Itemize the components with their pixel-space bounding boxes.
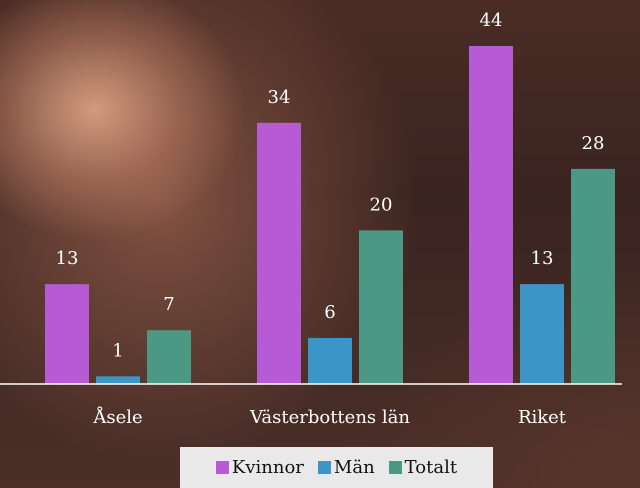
bar bbox=[469, 46, 513, 384]
legend-swatch bbox=[317, 461, 331, 474]
bar bbox=[45, 284, 89, 384]
legend: Kvinnor Män Totalt bbox=[180, 447, 493, 488]
data-label: 34 bbox=[268, 87, 291, 108]
x-tick-label: Västerbottens län bbox=[249, 407, 410, 428]
legend-item: Totalt bbox=[388, 457, 458, 478]
data-label: 1 bbox=[112, 340, 123, 361]
data-label: 13 bbox=[56, 248, 79, 269]
legend-label: Totalt bbox=[404, 457, 458, 478]
bar bbox=[571, 168, 615, 384]
bar bbox=[359, 230, 403, 384]
bar bbox=[147, 330, 191, 384]
legend-swatch bbox=[215, 461, 229, 474]
bar bbox=[257, 122, 301, 385]
legend-item: Kvinnor bbox=[215, 457, 304, 478]
legend-swatch bbox=[388, 461, 402, 474]
bar bbox=[96, 376, 140, 384]
legend-item: Män bbox=[317, 457, 375, 478]
data-label: 44 bbox=[480, 10, 503, 31]
legend-label: Kvinnor bbox=[231, 457, 304, 478]
data-label: 6 bbox=[324, 302, 335, 323]
bar bbox=[308, 337, 352, 384]
data-label: 7 bbox=[163, 294, 174, 315]
x-tick-label: Riket bbox=[518, 407, 567, 428]
data-label: 20 bbox=[370, 194, 393, 215]
chart: 13 1 7 Åsele 34 6 20 Västerbottens län 44 13 28 Rik… bbox=[45, 10, 615, 428]
x-tick-label: Åsele bbox=[92, 406, 142, 428]
legend-label: Män bbox=[333, 457, 375, 478]
bar bbox=[520, 284, 564, 384]
data-label: 28 bbox=[582, 133, 605, 154]
data-label: 13 bbox=[531, 248, 554, 269]
